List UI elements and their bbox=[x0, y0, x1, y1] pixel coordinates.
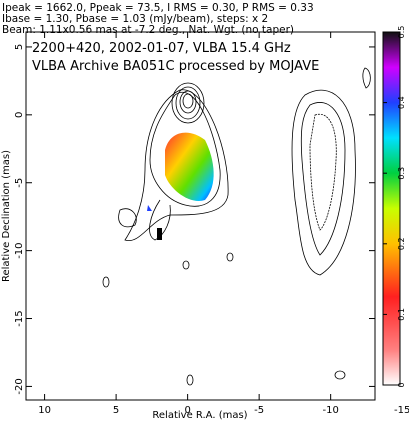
annotation: 2200+420, 2002-01-07, VLBA 15.4 GHz bbox=[32, 41, 291, 56]
x-tick-label: -10 bbox=[322, 405, 338, 416]
y-tick-label: 5 bbox=[14, 44, 25, 50]
x-tick-label: -5 bbox=[254, 405, 264, 416]
y-axis-label: Relative Declination (mas) bbox=[1, 150, 12, 282]
colorbar-tick-label: 0.4 bbox=[397, 96, 406, 109]
x-tick-label: 5 bbox=[113, 405, 119, 416]
x-tick-label: -15 bbox=[394, 405, 409, 416]
colorbar-tick-label: 0.3 bbox=[397, 167, 406, 180]
x-tick-label: 10 bbox=[38, 405, 51, 416]
header-line: Ipeak = 1662.0, Ppeak = 73.5, I RMS = 0.… bbox=[2, 2, 314, 14]
annotation: VLBA Archive BA051C processed by MOJAVE bbox=[32, 59, 319, 74]
y-tick-label: -5 bbox=[14, 178, 25, 188]
colorbar bbox=[382, 31, 401, 386]
header-line: Ibase = 1.30, Pbase = 1.03 (mJy/beam), s… bbox=[2, 13, 268, 25]
colorbar-tick-label: 0.1 bbox=[397, 308, 406, 321]
plot-frame bbox=[25, 31, 376, 401]
x-axis-label: Relative R.A. (mas) bbox=[152, 410, 247, 421]
header-line: Beam: 1.11x0.56 mas at -7.2 deg., Nat. W… bbox=[2, 24, 294, 36]
colorbar-tick-label: 0.2 bbox=[397, 237, 406, 250]
colorbar-tick-label: 0 bbox=[397, 382, 406, 387]
x-tick-label: 0 bbox=[184, 405, 190, 416]
y-tick-label: 0 bbox=[14, 112, 25, 118]
y-tick-label: -20 bbox=[14, 378, 25, 394]
y-tick-label: -10 bbox=[14, 242, 25, 258]
contour-map bbox=[102, 67, 371, 386]
colorbar-tick-label: 0.5 bbox=[397, 26, 406, 39]
y-tick-label: -15 bbox=[14, 310, 25, 326]
